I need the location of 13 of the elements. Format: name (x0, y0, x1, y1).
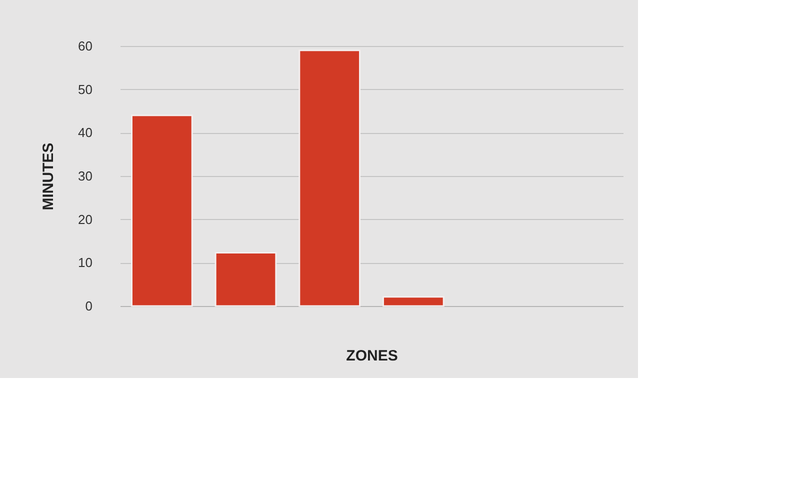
bar (214, 252, 277, 307)
bar (130, 114, 193, 307)
y-tick-label: 50 (78, 82, 92, 97)
bar (382, 296, 444, 307)
y-tick-label: 40 (78, 125, 92, 140)
y-axis-title: MINUTES (40, 142, 58, 210)
y-tick-label: 10 (78, 255, 92, 270)
y-tick-label: 0 (85, 298, 92, 314)
y-tick-label: 20 (78, 212, 92, 227)
x-axis-title: ZONES (346, 348, 398, 364)
bar (298, 50, 361, 307)
y-tick-label: 60 (78, 38, 92, 54)
y-tick-label: 30 (78, 168, 92, 184)
